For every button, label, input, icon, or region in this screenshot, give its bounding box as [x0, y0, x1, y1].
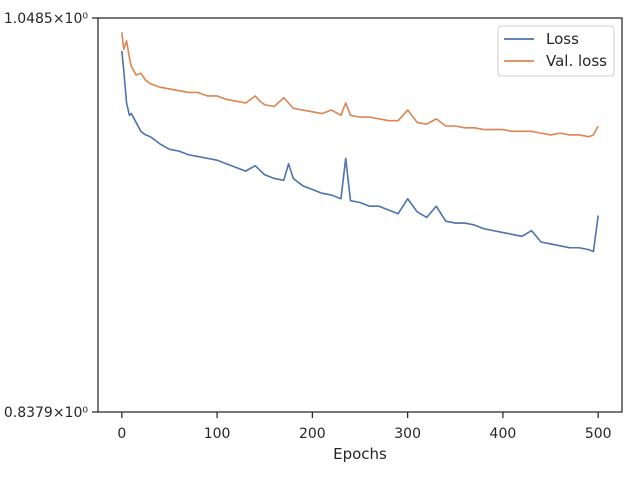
y-tick-label: 0.8379×10⁰: [4, 405, 89, 421]
series-line-val-loss: [121, 32, 599, 138]
legend-label-loss: Loss: [546, 30, 579, 48]
series-lines: [121, 32, 599, 253]
axis-ticks: 0 100 200 300 400 500 1.0485×10⁰ 0.8379×10⁰: [4, 11, 612, 442]
x-tick-label: 200: [299, 426, 326, 442]
x-tick-label: 0: [117, 426, 126, 442]
legend: Loss Val. loss: [497, 25, 615, 77]
plot-frame: [97, 17, 623, 413]
series-line-loss: [121, 50, 599, 253]
x-axis-label: Epochs: [333, 445, 387, 463]
legend-label-val-loss: Val. loss: [546, 52, 607, 70]
x-tick-label: 400: [490, 426, 517, 442]
x-tick-label: 300: [394, 426, 421, 442]
y-tick-label: 1.0485×10⁰: [4, 11, 89, 27]
x-tick-label: 500: [585, 426, 612, 442]
x-tick-label: 100: [204, 426, 231, 442]
